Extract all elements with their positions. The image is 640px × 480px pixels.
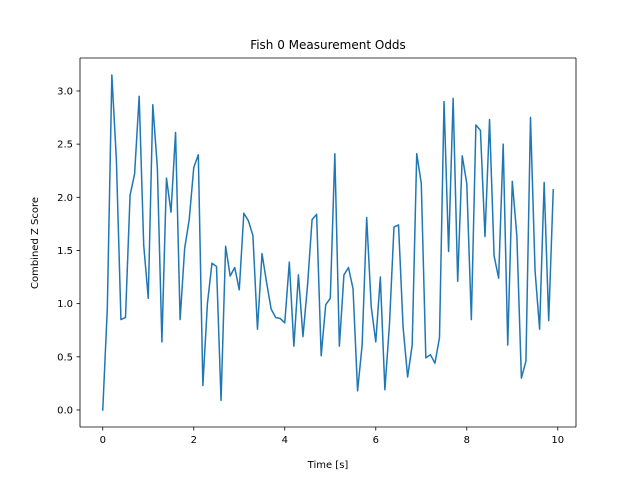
x-tick-label: 4 xyxy=(282,435,288,446)
y-axis-label: Combined Z Score xyxy=(30,197,41,289)
y-tick-label: 3.0 xyxy=(57,86,73,97)
y-tick-label: 1.5 xyxy=(57,246,73,257)
x-tick-label: 10 xyxy=(551,435,564,446)
plot-area: 0 2 4 6 8 10 0.0 0.5 1.0 1.5 2.0 2.5 3.0 xyxy=(57,57,577,446)
x-tick-label: 2 xyxy=(191,435,197,446)
x-axis-label: Time [s] xyxy=(307,460,349,471)
y-tick-label: 2.0 xyxy=(57,193,73,204)
chart-title: Fish 0 Measurement Odds xyxy=(250,38,406,52)
y-tick-label: 0.5 xyxy=(57,352,73,363)
y-tick-label: 1.0 xyxy=(57,299,73,310)
series-line xyxy=(101,74,555,411)
x-tick-label: 0 xyxy=(100,435,106,446)
x-tick-label: 6 xyxy=(373,435,379,446)
x-tick-label: 8 xyxy=(464,435,470,446)
y-tick-label: 2.5 xyxy=(57,140,73,151)
y-tick-label: 0.0 xyxy=(57,405,73,416)
